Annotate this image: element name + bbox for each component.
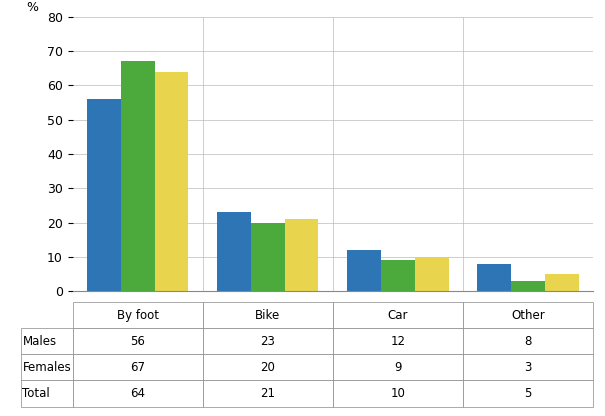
Bar xyxy=(381,260,414,291)
Bar xyxy=(477,264,511,291)
Bar xyxy=(511,281,544,291)
Bar xyxy=(217,212,251,291)
Text: %: % xyxy=(26,1,38,14)
Bar xyxy=(544,274,578,291)
Bar xyxy=(121,61,154,291)
Bar xyxy=(414,257,448,291)
Bar xyxy=(87,99,121,291)
Bar xyxy=(347,250,381,291)
Bar xyxy=(284,219,318,291)
Bar xyxy=(251,223,284,291)
Bar xyxy=(154,72,188,291)
